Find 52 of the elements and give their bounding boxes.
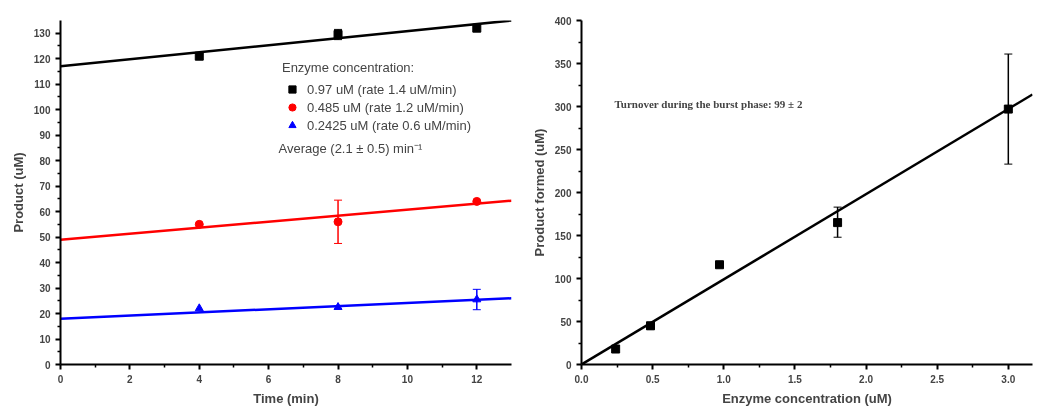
- y-tick-label: 250: [554, 144, 572, 156]
- legend-title: Enzyme concentration:: [281, 60, 416, 75]
- x-tick-label: 8: [335, 373, 342, 385]
- x-tick-label: 2.0: [859, 373, 874, 385]
- x-tick-label: 0.5: [645, 373, 661, 385]
- point: [611, 344, 621, 354]
- x-tick-label: 1.5: [787, 373, 803, 385]
- y-tick-label: 120: [33, 53, 51, 65]
- x-axis-title: Time (min): [253, 390, 319, 406]
- x-tick-label: 10: [401, 373, 414, 385]
- y-tick-label: 150: [554, 230, 572, 242]
- y-tick-label: 10: [39, 334, 51, 346]
- y-axis-title: Product formed (uM): [531, 128, 547, 257]
- y-tick-label: 300: [554, 101, 572, 113]
- y-tick-label: 40: [39, 257, 51, 269]
- x-tick-label: 1.0: [716, 373, 732, 385]
- y-axis-title: Product (uM): [10, 152, 26, 233]
- y-tick-label: 0: [565, 359, 572, 371]
- y-tick-label: 200: [554, 187, 572, 199]
- y-tick-label: 0: [44, 359, 51, 371]
- x-tick-label: 0.0: [574, 373, 589, 385]
- point: [333, 217, 343, 227]
- x-axis-title: Enzyme concentration (uM): [722, 390, 892, 406]
- y-tick-label: 400: [554, 15, 572, 27]
- x-tick-label: 4: [196, 373, 203, 385]
- y-tick-label: 60: [39, 206, 51, 218]
- point: [833, 218, 843, 228]
- legend-label: 0.97 uM (rate 1.4 uM/min): [306, 80, 457, 98]
- y-tick-label: 50: [560, 316, 572, 328]
- point: [194, 303, 204, 312]
- y-tick-label: 70: [39, 181, 51, 193]
- y-tick-label: 20: [39, 308, 51, 320]
- legend-label: 0.2425 uM (rate 0.6 uM/min): [306, 116, 471, 134]
- y-tick-label: 100: [554, 273, 572, 285]
- x-tick-label: 6: [265, 373, 272, 385]
- y-tick-label: 130: [33, 28, 51, 40]
- y-tick-label: 90: [39, 130, 51, 142]
- y-tick-label: 30: [39, 283, 51, 295]
- x-tick-label: 0: [57, 373, 64, 385]
- y-tick-label: 50: [39, 232, 51, 244]
- y-tick-label: 350: [554, 58, 572, 70]
- annotation: Turnover during the burst phase: 99 ± 2: [614, 97, 803, 110]
- y-tick-label: 100: [33, 104, 51, 116]
- annotation: Average (2.1 ± 0.5) min⁻¹: [278, 140, 424, 156]
- x-tick-label: 2.5: [930, 373, 945, 385]
- legend-label: 0.485 uM (rate 1.2 uM/min): [306, 98, 464, 116]
- x-tick-label: 2: [127, 373, 134, 385]
- y-tick-label: 80: [39, 155, 51, 167]
- y-tick-label: 110: [34, 79, 51, 91]
- x-tick-label: 3.0: [1001, 373, 1016, 385]
- x-tick-label: 12: [471, 373, 483, 385]
- point: [715, 260, 724, 270]
